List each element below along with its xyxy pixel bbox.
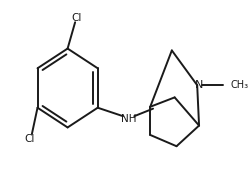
Text: NH: NH <box>121 114 136 124</box>
Text: N: N <box>195 80 203 90</box>
Text: Cl: Cl <box>25 134 35 144</box>
Text: Cl: Cl <box>72 12 82 23</box>
Text: CH₃: CH₃ <box>231 80 249 90</box>
